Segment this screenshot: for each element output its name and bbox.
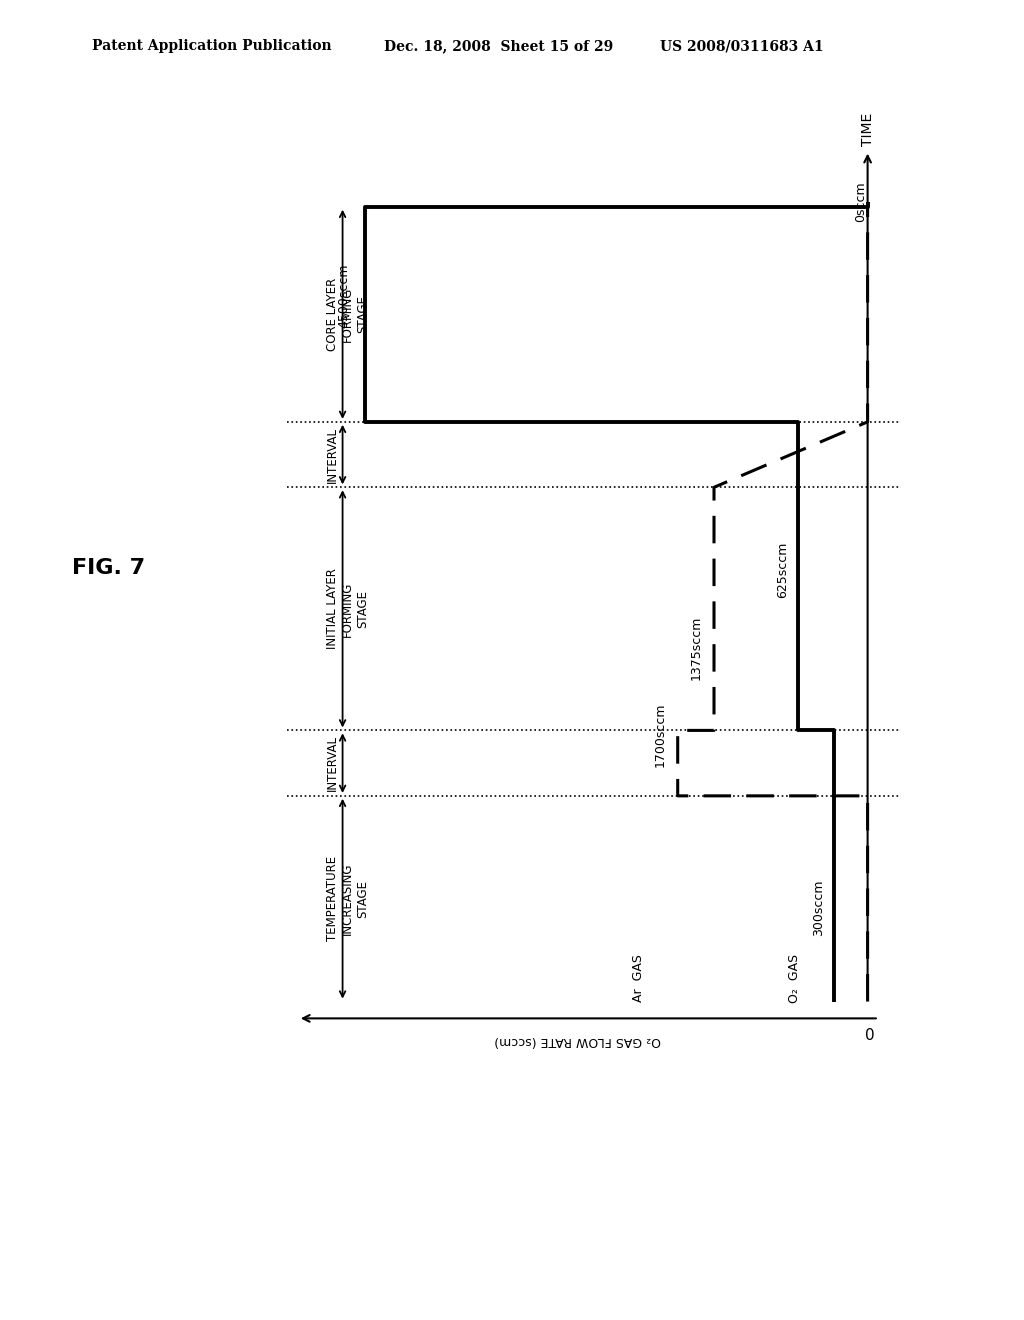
Text: Ar  GAS: Ar GAS	[632, 954, 645, 1002]
Text: 1700sccm: 1700sccm	[653, 702, 667, 767]
Text: O₂ GAS FLOW RATE (sccm): O₂ GAS FLOW RATE (sccm)	[494, 1035, 660, 1047]
Text: TEMPERATURE
INCREASING
STAGE: TEMPERATURE INCREASING STAGE	[326, 857, 369, 941]
Text: Dec. 18, 2008  Sheet 15 of 29: Dec. 18, 2008 Sheet 15 of 29	[384, 40, 613, 53]
Text: 0sccm: 0sccm	[854, 182, 867, 223]
Text: INITIAL LAYER
FORMING
STAGE: INITIAL LAYER FORMING STAGE	[326, 569, 369, 649]
Text: CORE LAYER
FORMING
STAGE: CORE LAYER FORMING STAGE	[326, 277, 369, 351]
Text: TIME: TIME	[860, 112, 874, 147]
Text: 4500sccm: 4500sccm	[337, 264, 350, 327]
Text: Patent Application Publication: Patent Application Publication	[92, 40, 332, 53]
Text: US 2008/0311683 A1: US 2008/0311683 A1	[660, 40, 824, 53]
Text: FIG. 7: FIG. 7	[72, 558, 144, 578]
Text: 1375sccm: 1375sccm	[690, 616, 702, 680]
Text: O₂  GAS: O₂ GAS	[788, 953, 802, 1003]
Text: 625sccm: 625sccm	[776, 541, 788, 598]
Text: INTERVAL: INTERVAL	[326, 735, 339, 791]
Text: 0: 0	[865, 1028, 874, 1043]
Text: INTERVAL: INTERVAL	[326, 426, 339, 483]
Text: 300sccm: 300sccm	[812, 880, 825, 936]
